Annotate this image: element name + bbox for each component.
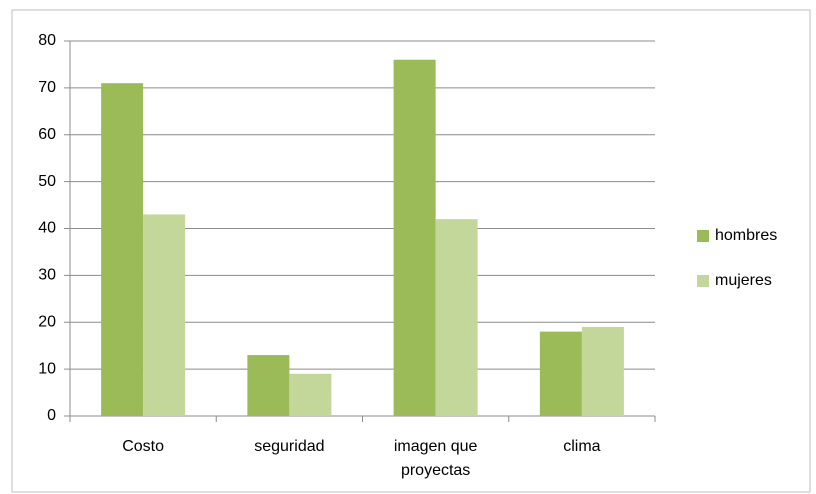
x-tick-label: imagen que proyectas [393, 438, 478, 479]
bar [247, 355, 290, 416]
y-tick-label: 60 [38, 126, 56, 143]
y-tick-label: 30 [38, 267, 56, 284]
y-tick-label: 40 [38, 220, 56, 237]
legend-label: mujeres [715, 272, 772, 289]
y-tick-label: 70 [38, 79, 56, 96]
bar [581, 326, 624, 416]
bar [101, 83, 144, 416]
y-tick-label: 80 [38, 32, 56, 49]
y-tick-label: 0 [47, 407, 56, 424]
bar [143, 214, 186, 416]
legend-swatch [697, 275, 709, 287]
bar [289, 373, 332, 416]
x-tick-label: Costo [122, 438, 165, 455]
x-tick-label: seguridad [254, 438, 325, 455]
bar [435, 219, 478, 416]
legend-label: hombres [715, 227, 777, 244]
bar [393, 59, 436, 416]
legend-swatch [697, 230, 709, 242]
bar [539, 331, 582, 416]
y-tick-label: 20 [38, 313, 56, 330]
y-tick-label: 50 [38, 173, 56, 190]
x-tick-label: clima [563, 438, 601, 455]
y-tick-label: 10 [38, 360, 56, 377]
